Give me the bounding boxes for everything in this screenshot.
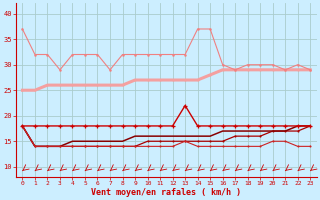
X-axis label: Vent moyen/en rafales ( km/h ): Vent moyen/en rafales ( km/h )	[91, 188, 241, 197]
